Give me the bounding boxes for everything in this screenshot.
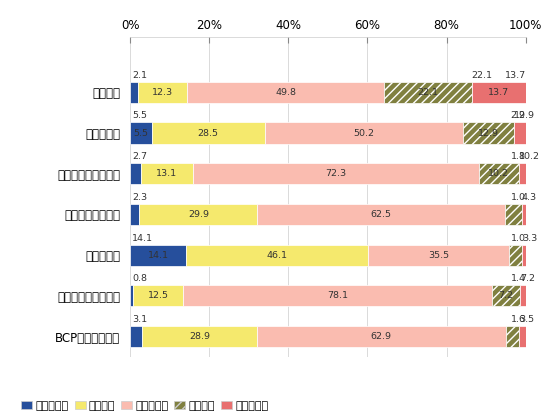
Text: 2.7: 2.7 bbox=[132, 152, 147, 161]
Bar bbox=[472, 82, 526, 103]
Text: 10.2: 10.2 bbox=[488, 169, 509, 178]
Text: 2.3: 2.3 bbox=[132, 193, 147, 202]
Text: 12.3: 12.3 bbox=[152, 88, 173, 97]
Text: 13.7: 13.7 bbox=[505, 71, 526, 80]
Bar bbox=[506, 326, 519, 347]
Text: 5.5: 5.5 bbox=[133, 129, 149, 137]
Text: 12.5: 12.5 bbox=[147, 291, 169, 300]
Bar bbox=[519, 163, 526, 184]
Bar bbox=[257, 326, 506, 347]
Text: 29.9: 29.9 bbox=[188, 210, 209, 219]
Legend: 大きく増加, やや増加, 変わらない, やや減少, 大きく減少: 大きく増加, やや増加, 変わらない, やや減少, 大きく減少 bbox=[17, 396, 273, 415]
Bar bbox=[133, 285, 183, 306]
Text: 4.3: 4.3 bbox=[522, 193, 537, 202]
Text: 12.9: 12.9 bbox=[514, 111, 535, 120]
Text: 1.0: 1.0 bbox=[511, 193, 526, 202]
Text: 46.1: 46.1 bbox=[267, 251, 288, 260]
Bar bbox=[505, 204, 522, 225]
Bar bbox=[130, 82, 138, 103]
Text: 2.1: 2.1 bbox=[132, 71, 147, 80]
Bar bbox=[152, 122, 264, 144]
Bar bbox=[509, 244, 522, 266]
Bar bbox=[130, 285, 133, 306]
Text: 7.2: 7.2 bbox=[499, 291, 513, 300]
Bar bbox=[130, 326, 143, 347]
Text: 1.0: 1.0 bbox=[511, 234, 526, 242]
Text: 14.1: 14.1 bbox=[132, 234, 153, 242]
Bar bbox=[522, 204, 526, 225]
Bar bbox=[463, 122, 514, 144]
Bar bbox=[143, 326, 257, 347]
Bar bbox=[139, 204, 257, 225]
Text: 5.5: 5.5 bbox=[132, 111, 147, 120]
Text: 1.6: 1.6 bbox=[511, 315, 526, 324]
Text: 3.5: 3.5 bbox=[519, 315, 534, 324]
Bar bbox=[520, 285, 526, 306]
Bar bbox=[130, 163, 141, 184]
Bar bbox=[257, 204, 505, 225]
Text: 7.2: 7.2 bbox=[520, 274, 535, 283]
Bar bbox=[130, 204, 139, 225]
Text: 12.9: 12.9 bbox=[478, 129, 499, 137]
Bar bbox=[519, 326, 526, 347]
Text: 28.5: 28.5 bbox=[198, 129, 219, 137]
Text: 62.5: 62.5 bbox=[371, 210, 392, 219]
Bar bbox=[192, 163, 479, 184]
Bar bbox=[141, 163, 192, 184]
Text: 72.3: 72.3 bbox=[325, 169, 346, 178]
Text: 1.8: 1.8 bbox=[511, 152, 526, 161]
Text: 3.3: 3.3 bbox=[522, 234, 537, 242]
Text: 22.1: 22.1 bbox=[417, 88, 438, 97]
Text: 14.1: 14.1 bbox=[147, 251, 169, 260]
Bar bbox=[384, 82, 472, 103]
Bar bbox=[183, 285, 492, 306]
Text: 2.9: 2.9 bbox=[511, 111, 526, 120]
Bar bbox=[368, 244, 509, 266]
Bar bbox=[187, 82, 384, 103]
Bar bbox=[514, 122, 526, 144]
Bar bbox=[130, 122, 152, 144]
Text: 1.4: 1.4 bbox=[511, 274, 526, 283]
Bar bbox=[492, 285, 520, 306]
Text: 0.8: 0.8 bbox=[132, 274, 147, 283]
Text: 49.8: 49.8 bbox=[275, 88, 296, 97]
Text: 10.2: 10.2 bbox=[519, 152, 540, 161]
Text: 13.7: 13.7 bbox=[488, 88, 509, 97]
Text: 13.1: 13.1 bbox=[156, 169, 177, 178]
Bar bbox=[186, 244, 368, 266]
Bar bbox=[479, 163, 519, 184]
Text: 28.9: 28.9 bbox=[189, 332, 210, 341]
Bar bbox=[130, 244, 186, 266]
Text: 78.1: 78.1 bbox=[327, 291, 348, 300]
Text: 22.1: 22.1 bbox=[472, 71, 493, 80]
Text: 3.1: 3.1 bbox=[132, 315, 147, 324]
Bar bbox=[138, 82, 187, 103]
Bar bbox=[522, 244, 526, 266]
Bar bbox=[264, 122, 463, 144]
Text: 35.5: 35.5 bbox=[428, 251, 449, 260]
Text: 50.2: 50.2 bbox=[353, 129, 375, 137]
Text: 62.9: 62.9 bbox=[371, 332, 392, 341]
